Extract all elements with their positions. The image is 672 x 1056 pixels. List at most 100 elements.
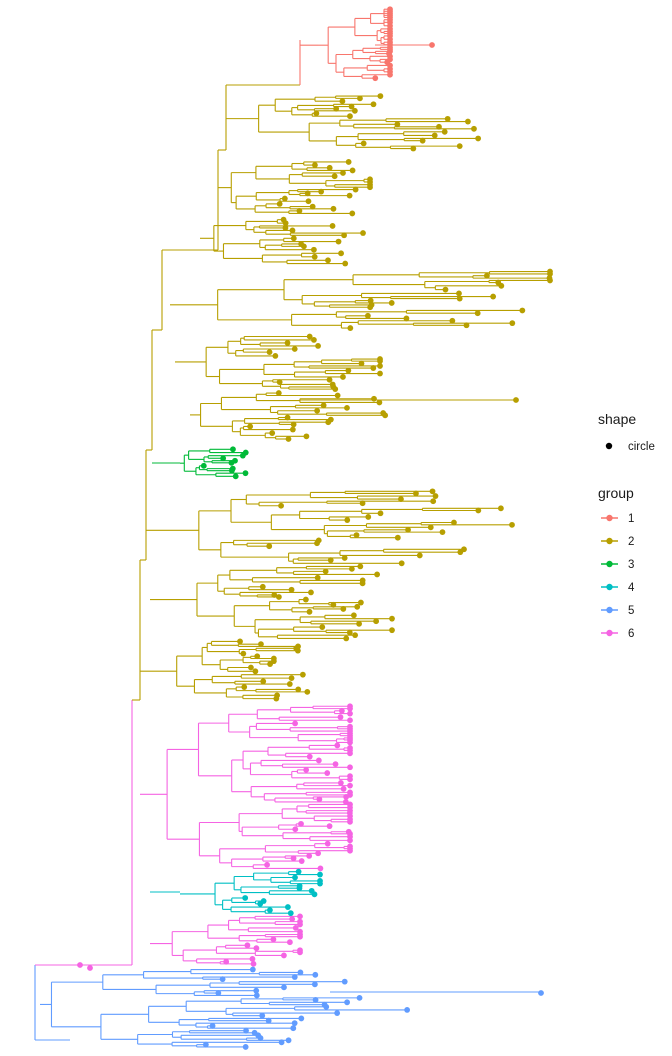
tree-tip — [357, 95, 363, 102]
tree-tip — [398, 496, 404, 502]
tree-tip — [286, 681, 293, 687]
tree-tip — [257, 1035, 264, 1041]
tree-tip — [347, 782, 353, 789]
tree-tip — [219, 976, 226, 983]
tree-tip — [311, 981, 318, 988]
tree-tip — [334, 1010, 341, 1016]
tree-tip — [297, 969, 304, 976]
tree-tip — [456, 143, 463, 150]
tree-tip — [377, 370, 383, 377]
tree-tip — [419, 137, 426, 144]
tree-tip — [289, 227, 296, 234]
tree-tip — [317, 880, 323, 887]
tree-tip — [270, 936, 277, 943]
tree-tip — [215, 990, 222, 996]
tree-tip — [326, 376, 333, 383]
legend-group-item-6: 6 — [601, 628, 634, 640]
tree-tip — [358, 360, 365, 367]
tree-tip — [398, 560, 405, 567]
tree-tip — [272, 352, 279, 359]
tree-tip — [289, 916, 296, 922]
tree-tip — [284, 414, 291, 421]
tree-tip — [519, 307, 526, 314]
legend-group-label: 6 — [628, 628, 634, 640]
tree-tip — [357, 599, 364, 606]
tree-tip — [356, 994, 363, 1001]
tree-tip — [320, 402, 327, 409]
tree-tip — [387, 71, 393, 78]
tree-tip — [240, 650, 247, 657]
tree-tip — [303, 433, 310, 440]
tree-tip — [344, 404, 350, 411]
tree-tip — [77, 962, 83, 968]
tree-tip — [290, 421, 297, 428]
tree-tip — [394, 534, 401, 541]
tree-tip — [312, 996, 319, 1003]
tree-tip — [266, 349, 273, 356]
tree-tip — [509, 521, 515, 528]
tree-tip — [242, 895, 249, 901]
tree-tip — [253, 945, 260, 952]
tree-tip — [278, 502, 284, 509]
tree-tip — [350, 612, 357, 619]
tree-tip — [347, 325, 354, 331]
tree-tip — [372, 75, 379, 82]
tree-tip — [294, 647, 301, 654]
tree-tip — [348, 103, 355, 110]
tree-tip — [228, 459, 235, 466]
tree-tip — [267, 907, 273, 914]
tree-tip — [315, 342, 321, 349]
tree-tip — [509, 320, 516, 327]
tree-tip — [242, 1044, 249, 1050]
tree-tip — [360, 140, 367, 147]
tree-tip — [351, 107, 358, 114]
tree-tip — [284, 340, 291, 346]
tree-tip — [281, 952, 287, 959]
tree-tip — [291, 1020, 298, 1027]
tree-tip — [273, 695, 280, 702]
tree-tip — [292, 720, 299, 727]
tree-tip — [265, 1017, 272, 1024]
tree-tip — [292, 925, 299, 931]
tree-tip — [373, 618, 380, 625]
tree-tip — [377, 363, 383, 369]
tree-tip — [303, 766, 310, 773]
legend-group-label: 2 — [628, 536, 634, 548]
tree-tip — [202, 1041, 209, 1048]
tree-tip — [389, 627, 395, 634]
tree-tip — [314, 540, 320, 547]
tree-tip — [442, 286, 449, 293]
tree-tip — [295, 868, 302, 875]
tree-tip — [427, 524, 434, 531]
tree-tip — [343, 794, 350, 800]
tree-tip — [357, 563, 364, 570]
tree-tip — [249, 966, 256, 973]
tree-tip — [324, 770, 331, 776]
tree-tip — [343, 635, 350, 642]
tree-tip — [367, 304, 374, 311]
legend-group-item-3: 3 — [601, 559, 634, 571]
tree-tip — [258, 641, 264, 648]
legend-group-item-5: 5 — [601, 605, 634, 617]
tree-tip — [389, 615, 395, 622]
tree-tip — [299, 671, 306, 678]
tree-tip — [463, 322, 470, 329]
tree-tip — [347, 847, 353, 854]
tree-tip — [538, 990, 544, 996]
tree-tip — [410, 145, 417, 152]
tree-tip — [334, 742, 341, 749]
tree-tip — [341, 232, 347, 239]
tree-tip — [359, 500, 366, 507]
tree-tip — [275, 390, 282, 396]
tree-tip — [324, 840, 331, 847]
tree-tip — [377, 510, 384, 517]
tree-tip — [475, 507, 482, 514]
tree-tip — [285, 436, 292, 442]
tree-tip — [404, 1006, 411, 1013]
tree-tip — [230, 446, 236, 453]
tree-tip — [297, 933, 303, 940]
tree-tip — [313, 110, 320, 117]
tree-tip — [382, 412, 389, 419]
legend-group-title: group — [598, 485, 634, 501]
tree-tip — [281, 984, 287, 991]
